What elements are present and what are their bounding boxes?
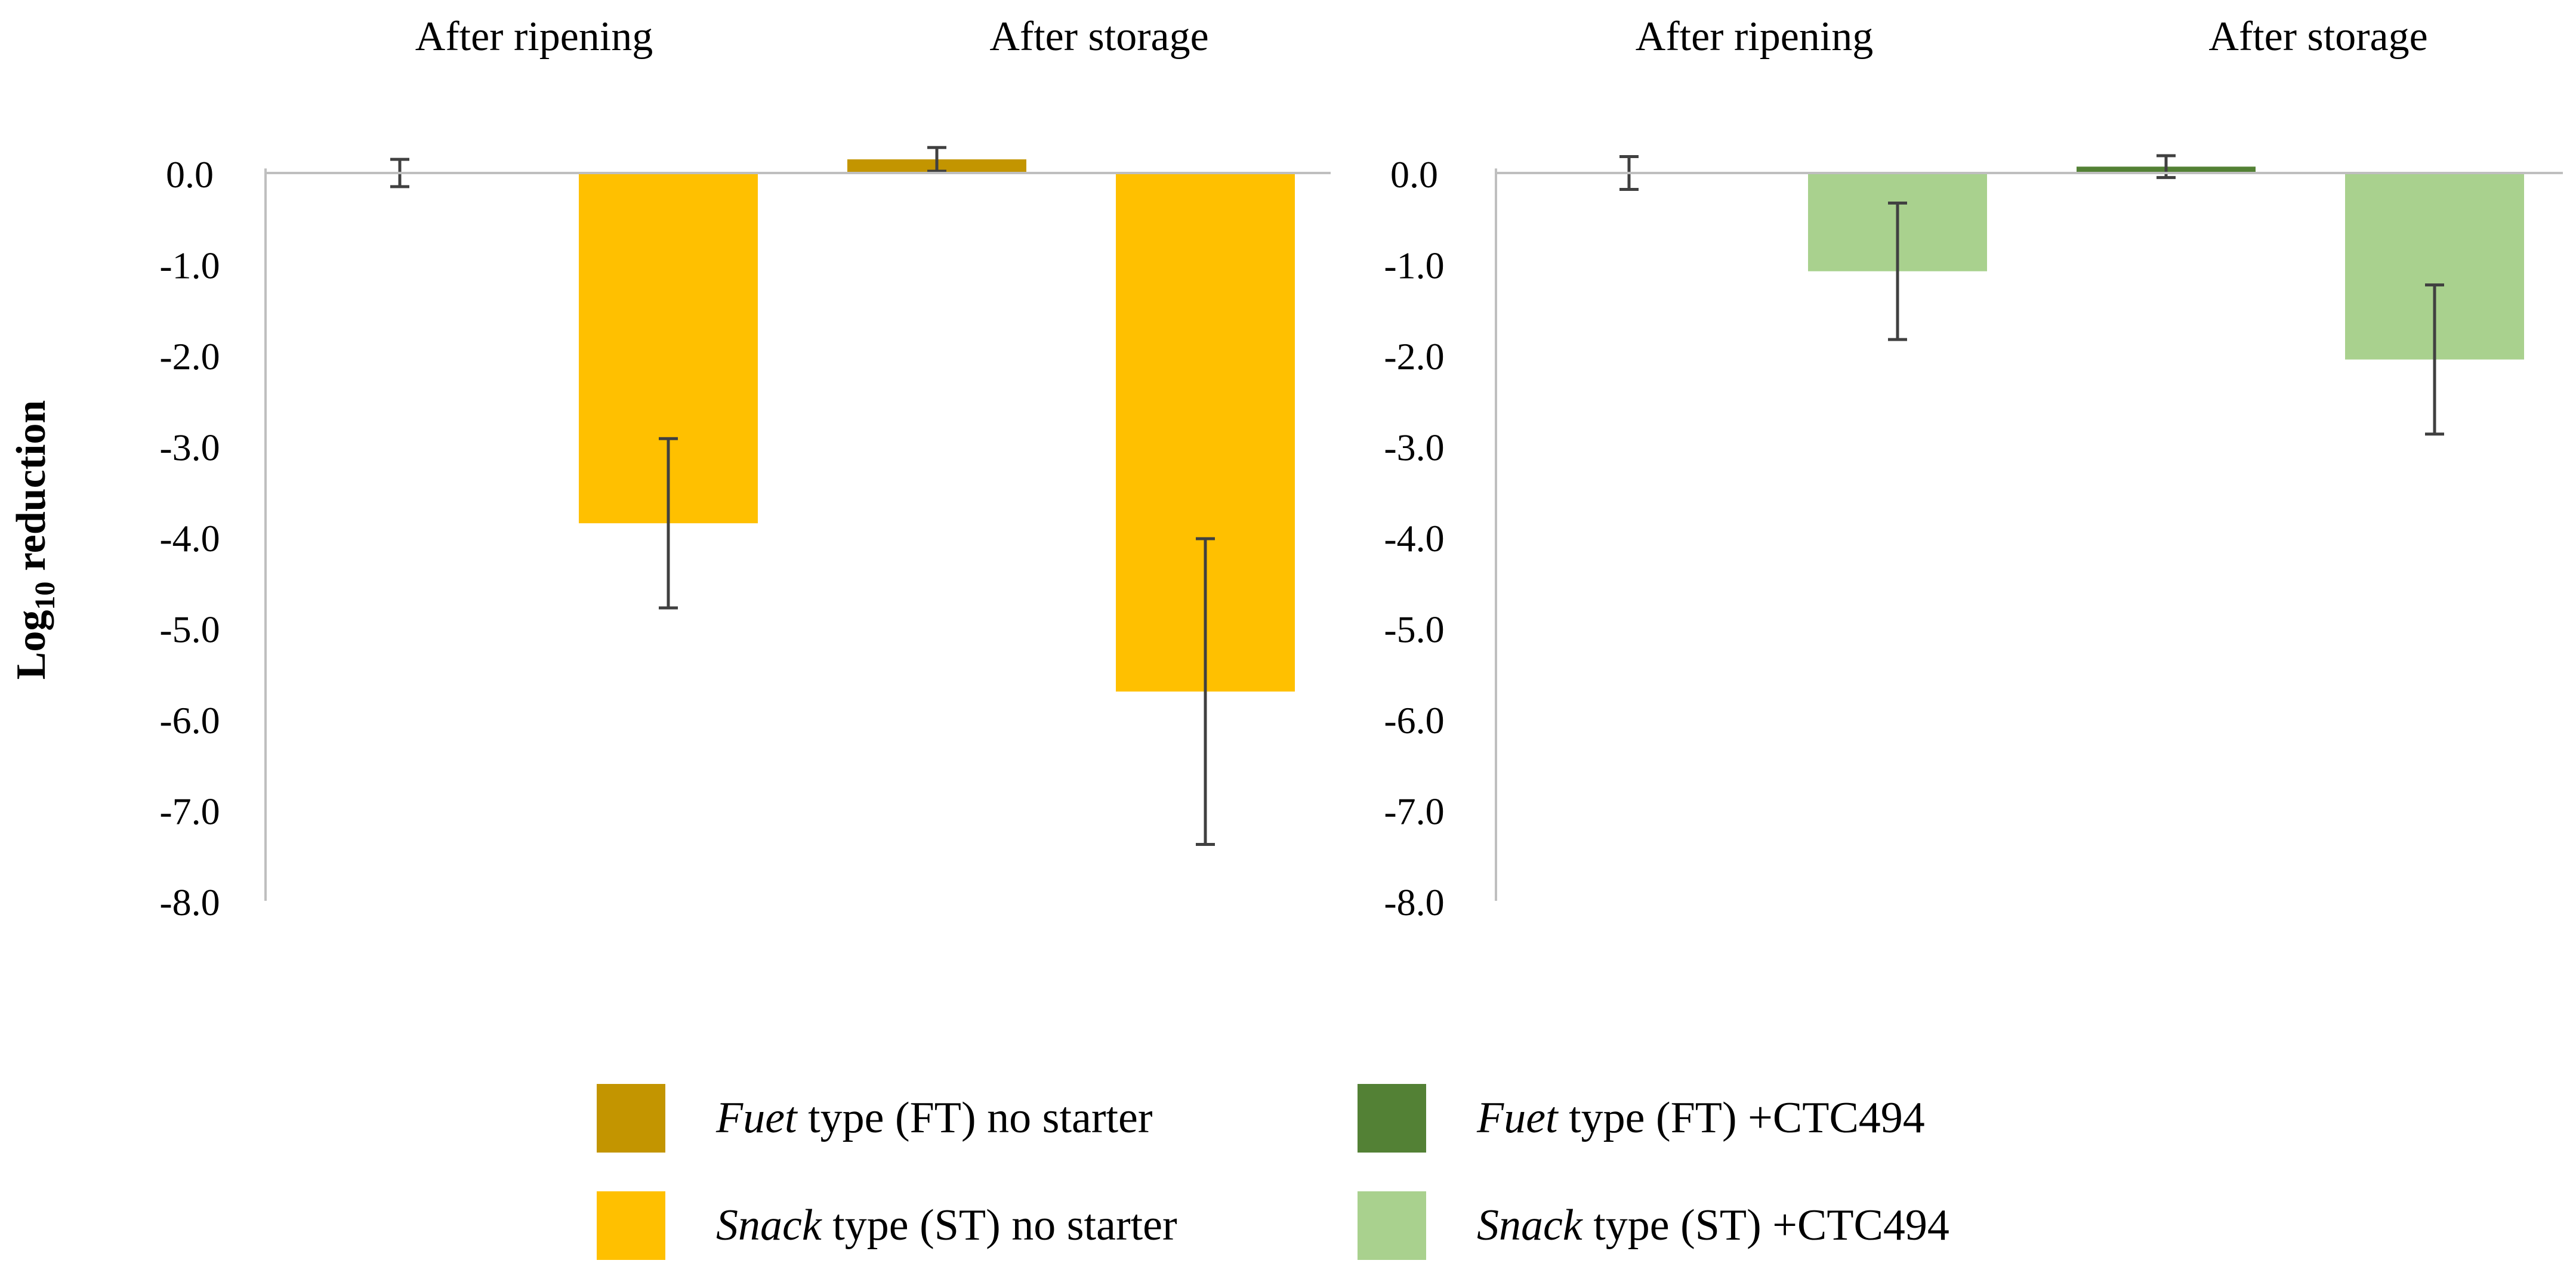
error-bar xyxy=(1888,201,1907,341)
legend-item-snack-no-starter: Snack type (ST) no starter xyxy=(597,1191,1177,1260)
legend-label: Fuet type (FT) no starter xyxy=(716,1093,1153,1144)
y-tick-label: -7.0 xyxy=(159,790,220,833)
group-title: After storage xyxy=(989,14,1208,60)
y-tick-label: -5.0 xyxy=(159,608,220,651)
y-axis-title-main: Log xyxy=(8,610,54,680)
legend-label-italic: Fuet xyxy=(716,1093,797,1142)
y-tick-label: 0.0 xyxy=(1390,153,1438,196)
legend-item-snack-ctc494: Snack type (ST) +CTC494 xyxy=(1358,1191,1949,1260)
legend-label: Fuet type (FT) +CTC494 xyxy=(1477,1093,1925,1144)
legend-label-rest: type (ST) no starter xyxy=(821,1201,1177,1250)
group-title: After ripening xyxy=(1636,14,1873,60)
legend-swatch xyxy=(597,1191,665,1260)
y-tick-label: -3.0 xyxy=(1384,427,1444,469)
y-tick-label: -5.0 xyxy=(1384,608,1444,651)
error-bar xyxy=(2425,283,2444,436)
y-tick-label: -1.0 xyxy=(159,245,220,287)
y-axis-title-subscript: 10 xyxy=(29,582,61,610)
legend-label-rest: type (FT) no starter xyxy=(797,1093,1153,1142)
legend-label: Snack type (ST) +CTC494 xyxy=(1477,1200,1949,1251)
y-tick-label: -4.0 xyxy=(1384,517,1444,560)
y-tick-label: -7.0 xyxy=(1384,790,1444,833)
y-tick-label: -2.0 xyxy=(1384,335,1444,378)
y-tick-label: -8.0 xyxy=(1384,881,1444,923)
group-title: After ripening xyxy=(415,14,653,60)
y-tick-label: -3.0 xyxy=(159,427,220,469)
legend-item-fuet-no-starter: Fuet type (FT) no starter xyxy=(597,1084,1153,1153)
y-axis-title-rest: reduction xyxy=(8,400,54,582)
legend-label-italic: Fuet xyxy=(1477,1093,1558,1142)
error-bar xyxy=(1196,537,1215,846)
legend-label-rest: type (FT) +CTC494 xyxy=(1557,1093,1925,1142)
legend-swatch xyxy=(597,1084,665,1153)
legend-label-italic: Snack xyxy=(1477,1201,1582,1250)
legend-swatch xyxy=(1358,1191,1426,1260)
y-axis-title: Log10 reduction xyxy=(8,400,61,680)
legend-label-italic: Snack xyxy=(716,1201,822,1250)
y-tick-label: -1.0 xyxy=(1384,245,1444,287)
y-tick-label: -2.0 xyxy=(159,335,220,378)
legend-label-rest: type (ST) +CTC494 xyxy=(1582,1201,1949,1250)
group-title: After storage xyxy=(2208,14,2427,60)
y-tick-label: -6.0 xyxy=(1384,699,1444,742)
y-tick-label: -8.0 xyxy=(159,881,220,923)
error-bar xyxy=(659,437,678,610)
left-panel: 0.0 -1.0 -2.0 -3.0 -4.0 -5.0 -6.0 -7.0 -8.0 After… xyxy=(159,14,1331,923)
y-tick-label: 0.0 xyxy=(166,153,214,196)
legend-item-fuet-ctc494: Fuet type (FT) +CTC494 xyxy=(1358,1084,1925,1153)
legend-swatch xyxy=(1358,1084,1426,1153)
y-tick-label: -4.0 xyxy=(159,517,220,560)
right-panel: 0.0 -1.0 -2.0 -3.0 -4.0 -5.0 -6.0 -7.0 -8.0 After… xyxy=(1384,14,2563,923)
y-axis-title-text: Log10 reduction xyxy=(8,400,61,680)
error-bar xyxy=(927,146,946,173)
legend-label: Snack type (ST) no starter xyxy=(716,1200,1177,1251)
y-tick-label: -6.0 xyxy=(159,699,220,742)
